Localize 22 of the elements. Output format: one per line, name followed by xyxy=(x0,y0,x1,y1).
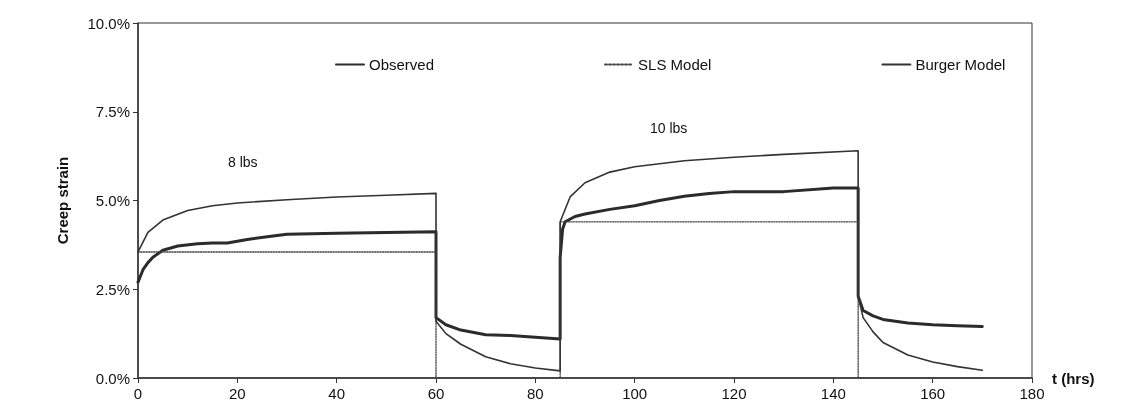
annotation: 8 lbs xyxy=(228,154,258,170)
x-tick-label: 80 xyxy=(526,385,544,402)
x-tick-label: 20 xyxy=(228,385,246,402)
legend-label: SLS Model xyxy=(638,56,712,73)
x-tick-label: 160 xyxy=(920,385,946,402)
x-tick-label: 140 xyxy=(820,385,846,402)
y-tick-label: 7.5% xyxy=(95,103,130,121)
x-tick-label: 60 xyxy=(427,385,445,402)
legend-label: Observed xyxy=(369,56,435,73)
annotation: 10 lbs xyxy=(650,120,688,136)
y-tick-label: 2.5% xyxy=(95,280,130,298)
x-tick-label: 120 xyxy=(721,385,747,402)
y-tick-label: 10.0% xyxy=(87,14,130,32)
x-tick-label: 180 xyxy=(1019,385,1045,402)
y-tick-label: 0.0% xyxy=(95,369,130,387)
y-axis-title: Creep strain xyxy=(54,156,71,245)
x-axis-title: t (hrs) xyxy=(1052,369,1095,387)
x-tick-label: 100 xyxy=(622,385,648,402)
legend-label: Burger Model xyxy=(915,56,1006,73)
x-tick-label: 0 xyxy=(133,385,143,402)
x-tick-label: 40 xyxy=(328,385,346,402)
y-tick-label: 5.0% xyxy=(95,192,130,209)
